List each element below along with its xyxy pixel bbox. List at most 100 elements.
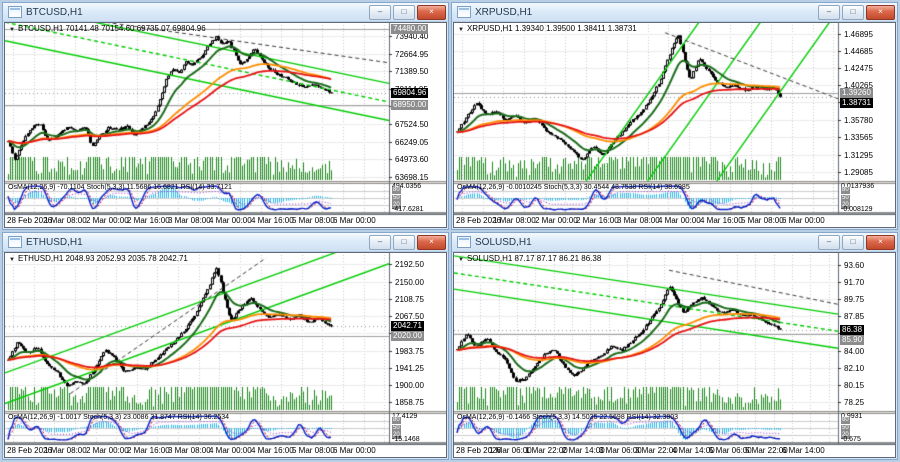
time-tick-label: 6 Mar 00:00: [333, 216, 376, 225]
indicator-level-box: 20: [841, 431, 850, 439]
minimize-button[interactable]: –: [818, 234, 840, 250]
price-tick-label: 93.60: [844, 260, 865, 270]
time-axis[interactable]: 28 Feb 2026 1 Mar 08:00 2 Mar 00:00 2 Mar 1…: [5, 445, 389, 457]
titlebar[interactable]: ETHUSD,H1 – □ ×: [3, 233, 448, 252]
price-tick-label: 1900.00: [395, 381, 424, 391]
indicator-scale-bottom: -15.1468: [392, 436, 420, 443]
time-tick-label: 1 Mar 06:00: [489, 446, 532, 455]
window-controls: – □ ×: [816, 234, 895, 250]
price-tick-label: 1.33565: [844, 133, 873, 143]
price-tick-label: 80.15: [844, 381, 865, 391]
window-title: BTCUSD,H1: [26, 6, 83, 18]
time-tick-label: 6 Mar 00:00: [333, 446, 376, 455]
indicator-level-box: 50: [392, 194, 401, 202]
level-price-box: 2020.00: [391, 331, 424, 342]
indicator-level-box: 80: [392, 417, 401, 425]
symbol-dropdown-arrow[interactable]: ▼: [458, 27, 464, 33]
price-tick-label: 1.42475: [844, 63, 873, 73]
level-price-box: 85.90: [840, 334, 865, 345]
restore-button[interactable]: □: [842, 234, 864, 250]
time-tick-label: 28 Feb 2026: [7, 446, 52, 455]
time-tick-label: 3 Mar 08:00: [168, 446, 211, 455]
time-tick-label: 5 Mar 08:00: [292, 446, 335, 455]
minimize-button[interactable]: –: [818, 4, 840, 20]
time-tick-label: 4 Mar 16:00: [251, 216, 294, 225]
chart-window-xrpusd: XRPUSD,H1 – □ × ▼ XRPUSD,H1 1.39340 1.395…: [451, 2, 898, 230]
time-tick-label: 2 Mar 14:00: [562, 446, 605, 455]
chart-window-solusd: SOLUSD,H1 – □ × ▼ SOLUSD,H1 87.17 87.17 8…: [451, 232, 898, 460]
price-tick-label: 2067.50: [395, 312, 424, 322]
time-tick-label: 3 Mar 06:00: [599, 446, 642, 455]
symbol-dropdown-arrow[interactable]: ▼: [9, 257, 15, 263]
indicator-level-box: 80: [841, 417, 850, 425]
window-controls: – □ ×: [367, 234, 446, 250]
time-tick-label: 4 Mar 00:00: [209, 446, 252, 455]
indicator-label: OsMA(12,26,9) -70.1104 Stoch(5,3,3) 11.5…: [8, 184, 232, 191]
time-tick-label: 2 Mar 16:00: [127, 216, 170, 225]
chart-canvas[interactable]: [454, 253, 895, 457]
time-tick-label: 3 Mar 08:00: [168, 216, 211, 225]
chart-area: ▼ XRPUSD,H1 1.39340 1.39500 1.38411 1.387…: [453, 22, 896, 228]
titlebar[interactable]: XRPUSD,H1 – □ ×: [452, 3, 897, 22]
time-tick-label: 2 Mar 00:00: [86, 446, 129, 455]
price-tick-label: 1.46895: [844, 29, 873, 39]
time-tick-label: 2 Mar 16:00: [576, 216, 619, 225]
chart-canvas[interactable]: [454, 23, 895, 227]
price-tick-label: 1.31295: [844, 150, 873, 160]
symbol-dropdown-arrow[interactable]: ▼: [458, 257, 464, 263]
close-button[interactable]: ×: [866, 4, 895, 20]
ohlc-info: ▼ SOLUSD,H1 87.17 87.17 86.21 86.38: [458, 254, 601, 263]
price-tick-label: 2150.00: [395, 277, 424, 287]
titlebar[interactable]: BTCUSD,H1 – □ ×: [3, 3, 448, 22]
restore-button[interactable]: □: [393, 234, 415, 250]
indicator-level-box: 50: [841, 424, 850, 432]
indicator-scale-top: 17.4129: [392, 413, 418, 420]
price-axis[interactable]: 93.6091.7089.7587.8585.9584.0082.1080.15…: [839, 253, 895, 457]
time-tick-label: 3 Mar 08:00: [617, 216, 660, 225]
restore-button[interactable]: □: [842, 4, 864, 20]
titlebar[interactable]: SOLUSD,H1 – □ ×: [452, 233, 897, 252]
restore-button[interactable]: □: [393, 4, 415, 20]
price-tick-label: 66249.05: [395, 137, 429, 147]
minimize-button[interactable]: –: [369, 234, 391, 250]
indicator-label: OsMA(12,26,9) -0.1466 Stoch(5,3,3) 14.50…: [457, 414, 679, 421]
level-price-box: 68950.00: [391, 99, 429, 110]
chart-canvas[interactable]: [5, 253, 446, 457]
indicator-scale-top: 494.0356: [392, 183, 422, 190]
price-axis[interactable]: 2192.502150.002108.752067.502026.251983.…: [390, 253, 446, 457]
price-axis[interactable]: 73940.4072664.9571389.5070114.0568838.60…: [390, 23, 446, 227]
chart-window-icon: [457, 236, 471, 248]
time-tick-label: 5 Mar 08:00: [741, 216, 784, 225]
price-tick-label: 82.10: [844, 363, 865, 373]
symbol-dropdown-arrow[interactable]: ▼: [9, 27, 15, 33]
time-tick-label: 5 Mar 06:00: [709, 446, 752, 455]
time-tick-label: 1 Mar 22:00: [525, 446, 568, 455]
indicator-scale-top: 0.0137936: [841, 183, 875, 190]
chart-window-btcusd: BTCUSD,H1 – □ × ▼ BTCUSD,H1 70141.48 7015…: [2, 2, 449, 230]
indicator-level-box: 50: [841, 194, 850, 202]
price-tick-label: 91.70: [844, 277, 865, 287]
time-tick-label: 3 Mar 22:00: [635, 446, 678, 455]
close-button[interactable]: ×: [417, 234, 446, 250]
price-tick-label: 71389.50: [395, 67, 429, 77]
time-tick-label: 5 Mar 22:00: [745, 446, 788, 455]
ohlc-values: BTCUSD,H1 70141.48 70154.60 69735.07 698…: [17, 24, 206, 33]
ohlc-values: SOLUSD,H1 87.17 87.17 86.21 86.38: [466, 254, 602, 263]
close-button[interactable]: ×: [417, 4, 446, 20]
time-axis[interactable]: 28 Feb 2026 1 Mar 08:00 2 Mar 00:00 2 Mar 1…: [5, 215, 389, 227]
time-tick-label: 1 Mar 08:00: [493, 216, 536, 225]
close-button[interactable]: ×: [866, 234, 895, 250]
indicator-scale-top: 0.9931: [841, 413, 863, 420]
indicator-label: OsMA(12,26,9) -0.0010245 Stoch(5,3,3) 30…: [457, 184, 690, 191]
price-tick-label: 72664.95: [395, 49, 429, 59]
chart-canvas[interactable]: [5, 23, 446, 227]
price-axis[interactable]: 1.468951.446851.424751.402651.380551.357…: [839, 23, 895, 227]
level-price-box: 74480.00: [391, 23, 429, 34]
ohlc-info: ▼ BTCUSD,H1 70141.48 70154.60 69735.07 69…: [9, 24, 206, 33]
time-axis[interactable]: 28 Feb 2026 1 Mar 06:00 1 Mar 22:00 2 Mar 1…: [454, 445, 838, 457]
time-tick-label: 6 Mar 14:00: [782, 446, 825, 455]
time-axis[interactable]: 28 Feb 2026 1 Mar 08:00 2 Mar 00:00 2 Mar 1…: [454, 215, 838, 227]
indicator-scale-bottom: -417.6281: [392, 206, 424, 213]
indicator-scale-bottom: -0.008129: [841, 206, 873, 213]
minimize-button[interactable]: –: [369, 4, 391, 20]
